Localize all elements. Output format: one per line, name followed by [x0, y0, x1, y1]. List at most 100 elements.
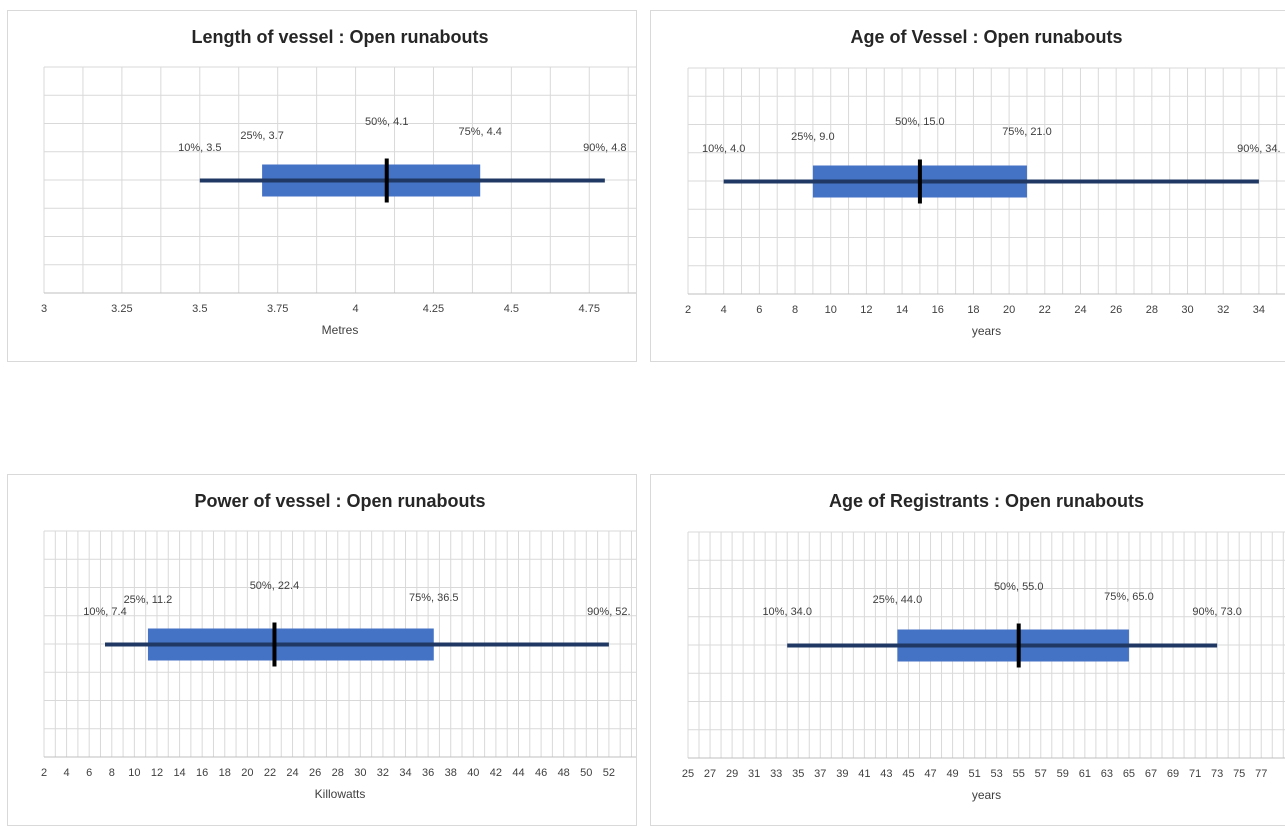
data-label: 50%, 22.4	[250, 580, 300, 592]
data-label: 75%, 36.5	[409, 592, 459, 604]
x-tick-label: 39	[836, 768, 848, 780]
x-tick-label: 32	[1217, 304, 1229, 316]
x-tick-label: 67	[1145, 768, 1157, 780]
x-tick-label: 27	[704, 768, 716, 780]
x-tick-label: 12	[151, 767, 163, 779]
x-axis-title: Killowatts	[315, 787, 366, 801]
x-tick-label: 46	[535, 767, 547, 779]
data-label: 75%, 4.4	[458, 126, 501, 138]
x-tick-label: 26	[1110, 304, 1122, 316]
x-tick-label: 4.5	[504, 303, 519, 315]
x-tick-label: 33	[770, 768, 782, 780]
x-tick-label: 10	[825, 304, 837, 316]
chart-panel-age-vessel: Age of Vessel : Open runabouts 2 4 6 8 10 12 14…	[650, 10, 1285, 362]
chart-title: Power of vessel : Open runabouts	[194, 491, 485, 511]
data-label: 25%, 44.0	[873, 594, 923, 606]
x-tick-label: 2	[41, 767, 47, 779]
x-tick-label: 30	[1181, 304, 1193, 316]
data-label: 50%, 15.0	[895, 116, 945, 128]
x-tick-label: 6	[86, 767, 92, 779]
x-tick-label: 51	[968, 768, 980, 780]
x-tick-label: 14	[896, 304, 908, 316]
x-tick-label: 63	[1101, 768, 1113, 780]
data-label: 90%, 34.	[1237, 143, 1280, 155]
data-label: 75%, 21.0	[1002, 126, 1052, 138]
x-tick-label: 40	[467, 767, 479, 779]
x-tick-label: 38	[445, 767, 457, 779]
x-tick-label: 4	[721, 304, 727, 316]
x-tick-label: 47	[924, 768, 936, 780]
x-tick-label: 53	[991, 768, 1003, 780]
x-tick-label: 3	[41, 303, 47, 315]
x-tick-label: 20	[1003, 304, 1015, 316]
x-tick-label: 26	[309, 767, 321, 779]
x-tick-label: 24	[1074, 304, 1086, 316]
data-label: 90%, 4.8	[583, 142, 626, 154]
data-label: 25%, 3.7	[240, 130, 283, 142]
x-tick-label: 14	[173, 767, 185, 779]
x-tick-label: 49	[946, 768, 958, 780]
chart-svg: Age of Vessel : Open runabouts 2 4 6 8 10 12 14…	[685, 27, 1285, 338]
x-tick-label: 34	[399, 767, 411, 779]
chart-title: Age of Registrants : Open runabouts	[829, 491, 1144, 511]
x-tick-label: 3.75	[267, 303, 288, 315]
x-tick-label: 77	[1255, 768, 1267, 780]
x-tick-label: 10	[128, 767, 140, 779]
data-label: 90%, 52.	[587, 606, 630, 618]
chart-title: Age of Vessel : Open runabouts	[850, 27, 1122, 47]
x-tick-label: 22	[1039, 304, 1051, 316]
x-tick-label: 4	[353, 303, 359, 315]
chart-panel-age-registrants: Age of Registrants : Open runabouts 25 27 2…	[650, 474, 1285, 826]
x-tick-label: 31	[748, 768, 760, 780]
x-tick-label: 59	[1057, 768, 1069, 780]
x-tick-label: 69	[1167, 768, 1179, 780]
x-tick-label: 30	[354, 767, 366, 779]
x-tick-label: 73	[1211, 768, 1223, 780]
x-tick-label: 37	[814, 768, 826, 780]
x-axis-title: years	[972, 324, 1001, 338]
chart-panel-length: Length of vessel : Open runabouts 3 3.25 3.…	[7, 10, 637, 362]
x-tick-label: 44	[512, 767, 524, 779]
x-tick-label: 28	[332, 767, 344, 779]
chart-svg: Length of vessel : Open runabouts 3 3.25 3.…	[41, 27, 636, 337]
x-tick-label: 25	[682, 768, 694, 780]
x-tick-label: 45	[902, 768, 914, 780]
x-tick-label: 4	[64, 767, 70, 779]
x-tick-label: 3.25	[111, 303, 132, 315]
x-tick-label: 57	[1035, 768, 1047, 780]
x-tick-label: 18	[219, 767, 231, 779]
x-tick-label: 3.5	[192, 303, 207, 315]
x-tick-label: 6	[756, 304, 762, 316]
x-tick-label: 43	[880, 768, 892, 780]
x-tick-label: 50	[580, 767, 592, 779]
x-tick-label: 55	[1013, 768, 1025, 780]
x-tick-label: 20	[241, 767, 253, 779]
x-axis-title: Metres	[322, 323, 359, 337]
data-label: 50%, 55.0	[994, 581, 1044, 593]
x-tick-label: 48	[558, 767, 570, 779]
data-label: 75%, 65.0	[1104, 591, 1154, 603]
data-label: 10%, 7.4	[83, 606, 126, 618]
data-label: 10%, 3.5	[178, 142, 221, 154]
x-tick-label: 35	[792, 768, 804, 780]
x-tick-label: 32	[377, 767, 389, 779]
chart-svg: Age of Registrants : Open runabouts 25 27 2…	[682, 491, 1285, 802]
data-label: 90%, 73.0	[1192, 606, 1242, 618]
data-label: 10%, 4.0	[702, 143, 745, 155]
x-tick-label: 12	[860, 304, 872, 316]
x-tick-label: 42	[490, 767, 502, 779]
x-tick-label: 4.75	[579, 303, 600, 315]
x-tick-label: 8	[792, 304, 798, 316]
x-tick-label: 16	[932, 304, 944, 316]
x-tick-label: 8	[109, 767, 115, 779]
x-tick-label: 22	[264, 767, 276, 779]
x-tick-label: 61	[1079, 768, 1091, 780]
data-label: 50%, 4.1	[365, 116, 408, 128]
chart-panel-power: Power of vessel : Open runabouts 2 4 6 8 10 12…	[7, 474, 637, 826]
x-axis-title: years	[972, 788, 1001, 802]
x-tick-label: 65	[1123, 768, 1135, 780]
x-tick-label: 24	[286, 767, 298, 779]
chart-title: Length of vessel : Open runabouts	[191, 27, 488, 47]
x-tick-label: 34	[1253, 304, 1265, 316]
